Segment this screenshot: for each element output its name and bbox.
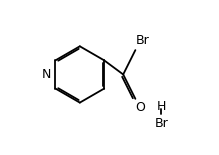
Text: H: H — [157, 100, 166, 113]
Text: O: O — [136, 101, 146, 114]
Text: Br: Br — [136, 34, 149, 47]
Text: Br: Br — [154, 117, 168, 130]
Text: N: N — [42, 68, 51, 81]
